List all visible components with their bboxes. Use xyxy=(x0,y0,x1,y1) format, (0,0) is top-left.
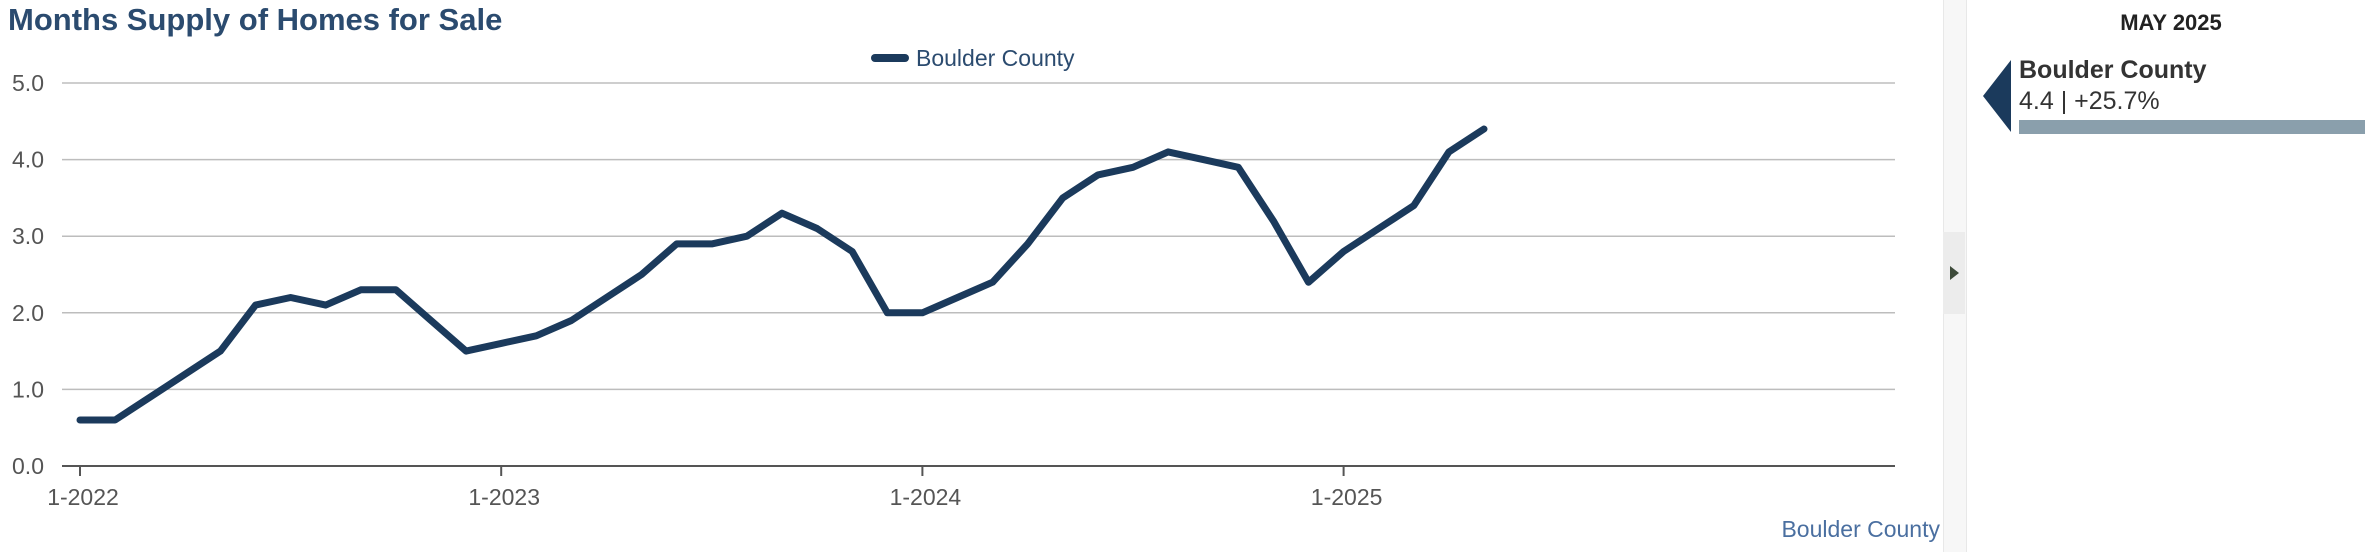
pointer-triangle-icon xyxy=(1983,60,2011,132)
series-lines xyxy=(76,125,1488,424)
x-tick-label: 1-2023 xyxy=(468,484,540,510)
side-panel-value: 4.4 | +25.7% xyxy=(2019,87,2160,115)
side-panel-value-bar xyxy=(2019,120,2365,134)
x-tick-label: 1-2024 xyxy=(890,484,962,510)
side-panel-series-name: Boulder County xyxy=(2019,56,2207,84)
y-tick-label: 5.0 xyxy=(12,70,44,96)
legend-label[interactable]: Boulder County xyxy=(916,45,1075,71)
y-tick-label: 2.0 xyxy=(12,300,44,326)
x-tick-label: 1-2022 xyxy=(47,484,119,510)
x-tick-label: 1-2025 xyxy=(1311,484,1383,510)
y-tick-label: 4.0 xyxy=(12,147,44,173)
chart-area: 0.01.02.03.04.05.0 1-2022 1-2023 1-2024 1-2… xyxy=(12,45,1940,542)
side-panel-period: MAY 2025 xyxy=(2120,10,2222,35)
y-tick-label: 3.0 xyxy=(12,223,44,249)
legend[interactable]: Boulder County xyxy=(871,45,1075,71)
x-axis-ticks: 1-2022 1-2023 1-2024 1-2025 xyxy=(47,466,1382,510)
gridlines xyxy=(62,82,1895,467)
collapse-panel-button[interactable] xyxy=(1943,232,1965,314)
chevron-right-icon xyxy=(1949,266,1959,280)
series-line-boulder-county[interactable] xyxy=(76,125,1488,424)
x-axis-label: Boulder County xyxy=(1781,516,1940,542)
y-tick-label: 1.0 xyxy=(12,376,44,402)
chart-title: Months Supply of Homes for Sale xyxy=(8,2,503,37)
side-panel: MAY 2025 Boulder County 4.4 | +25.7% xyxy=(1966,0,2376,552)
y-tick-label: 0.0 xyxy=(12,453,44,479)
y-axis-ticks: 0.0 1.0 2.0 3.0 4.0 5.0 xyxy=(12,70,44,479)
